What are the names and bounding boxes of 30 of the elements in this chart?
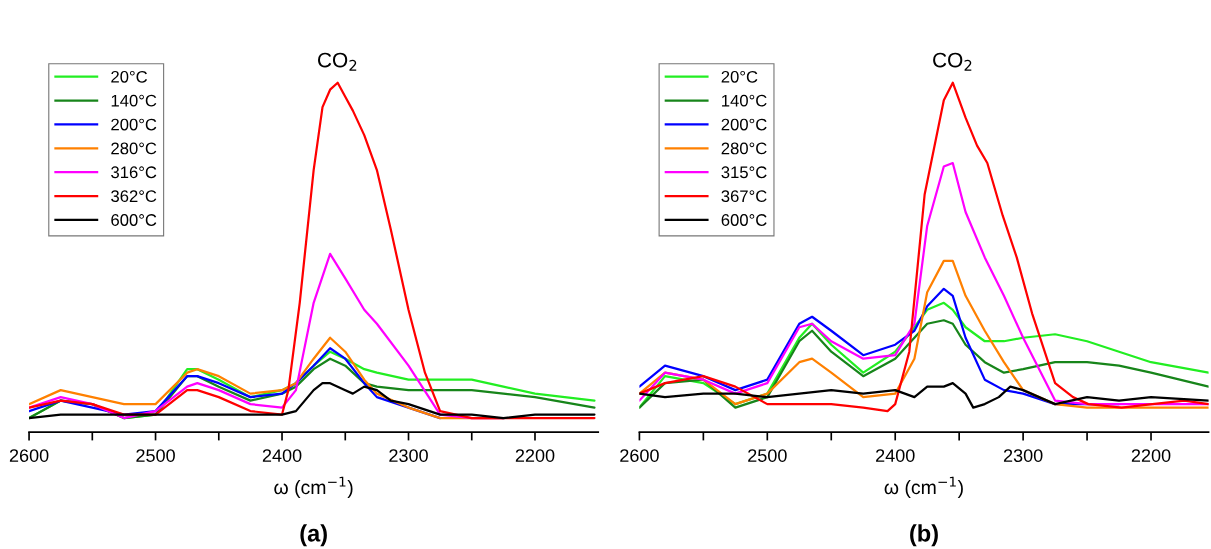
x-tick-label: 2500 xyxy=(136,449,175,462)
x-tick-label: 2600 xyxy=(9,449,49,462)
x-tick-label: 2400 xyxy=(876,449,915,462)
legend-label: 315°C xyxy=(721,166,767,179)
legend-label: 200°C xyxy=(111,118,157,131)
legend-label: 20°C xyxy=(111,70,148,83)
x-tick-label: 2200 xyxy=(1131,449,1171,462)
legend-label: 280°C xyxy=(111,142,157,155)
legend-label: 20°C xyxy=(721,70,758,83)
annotation: CO$_{2}$ xyxy=(318,52,357,71)
text: (a) xyxy=(300,524,327,547)
x-axis-title: ω (cm$^{−1}$) xyxy=(274,476,353,499)
legend-label: 600°C xyxy=(111,214,157,226)
legend-label: 316°C xyxy=(111,166,157,179)
text: (b) xyxy=(910,524,938,547)
x-tick-label: 2300 xyxy=(1003,449,1043,462)
legend-label: 600°C xyxy=(721,214,767,226)
legend-label: 280°C xyxy=(721,142,767,155)
x-tick-label: 2400 xyxy=(262,449,302,462)
x-tick-label: 2200 xyxy=(515,449,555,462)
x-tick-label: 2500 xyxy=(748,449,787,462)
x-tick-label: 2300 xyxy=(389,449,428,462)
legend-label: 367°C xyxy=(721,190,767,203)
x-axis-title: ω (cm$^{−1}$) xyxy=(884,476,963,499)
legend-label: 200°C xyxy=(721,118,767,131)
annotation: CO$_{2}$ xyxy=(933,52,972,71)
legend-label: 140°C xyxy=(722,94,767,107)
legend-label: 362°C xyxy=(111,190,157,203)
x-tick-label: 2600 xyxy=(620,449,659,462)
legend-label: 140°C xyxy=(111,94,157,107)
